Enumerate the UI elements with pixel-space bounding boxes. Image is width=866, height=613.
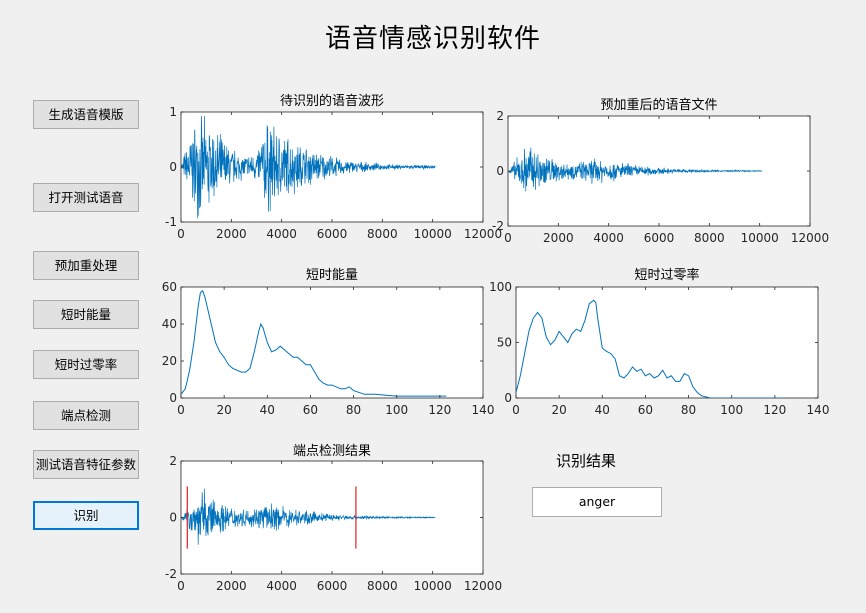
x-tick-label: 0 — [504, 231, 512, 245]
x-tick-label: 6000 — [317, 227, 348, 241]
series-line — [516, 299, 782, 398]
axes-frame — [180, 286, 484, 399]
result-field: anger — [532, 487, 662, 517]
x-tick-label: 8000 — [367, 579, 398, 593]
x-tick-label: 0 — [177, 579, 185, 593]
y-tick-label: 60 — [162, 280, 177, 294]
energy-plot: 0 20 40 60 80 100 120 140 0 20 40 60 — [162, 280, 495, 417]
x-tick-label: 4000 — [593, 231, 624, 245]
x-tick-label: 6000 — [644, 231, 675, 245]
x-tick-label: 10000 — [414, 227, 452, 241]
x-tick-label: 20 — [217, 403, 232, 417]
axes-frame — [515, 286, 819, 399]
x-tick-label: 4000 — [266, 579, 297, 593]
y-tick-label: 40 — [162, 317, 177, 331]
signal-line — [508, 147, 763, 192]
generate-template-button[interactable]: 生成语音模版 — [33, 100, 139, 129]
result-label: 识别结果 — [556, 452, 617, 470]
x-tick-label: 12000 — [464, 227, 502, 241]
waveform-plot-title: 待识别的语音波形 — [279, 94, 384, 109]
y-tick-label: -1 — [165, 215, 177, 229]
y-tick-label: 20 — [162, 354, 177, 368]
x-tick-label: 100 — [385, 403, 408, 417]
energy-plot-title: 短时能量 — [305, 268, 358, 283]
x-tick-label: 80 — [681, 403, 696, 417]
window-title: 语音情感识别软件 — [324, 24, 541, 54]
x-tick-label: 0 — [177, 227, 185, 241]
x-tick-label: 2000 — [216, 227, 247, 241]
zero-crossing-rate-button[interactable]: 短时过零率 — [33, 350, 139, 379]
y-tick-label: 0 — [169, 511, 177, 525]
y-tick-label: 100 — [489, 280, 512, 294]
recognize-button[interactable]: 识别 — [33, 501, 139, 530]
zcr-plot: 0 20 40 60 80 100 120 140 0 50 100 — [489, 280, 829, 417]
x-tick-label: 60 — [638, 403, 653, 417]
x-tick-label: 8000 — [694, 231, 725, 245]
x-tick-label: 6000 — [317, 579, 348, 593]
x-tick-label: 8000 — [367, 227, 398, 241]
short-time-energy-button[interactable]: 短时能量 — [33, 300, 139, 329]
x-tick-label: 140 — [807, 403, 830, 417]
x-tick-label: 40 — [595, 403, 610, 417]
signal-line — [181, 488, 436, 545]
x-tick-label: 120 — [428, 403, 451, 417]
signal-line — [181, 115, 436, 219]
x-tick-label: 2000 — [216, 579, 247, 593]
x-tick-label: 0 — [512, 403, 520, 417]
y-tick-label: 1 — [169, 105, 177, 119]
x-tick-label: 0 — [177, 403, 185, 417]
y-tick-label: 0 — [169, 160, 177, 174]
x-tick-label: 60 — [303, 403, 318, 417]
y-tick-label: 0 — [504, 391, 512, 405]
x-tick-label: 10000 — [414, 579, 452, 593]
endpoint-plot-title: 端点检测结果 — [292, 444, 371, 459]
x-tick-label: 80 — [346, 403, 361, 417]
x-tick-label: 100 — [720, 403, 743, 417]
x-tick-label: 10000 — [741, 231, 779, 245]
open-test-audio-button[interactable]: 打开测试语音 — [33, 183, 139, 212]
x-tick-label: 20 — [552, 403, 567, 417]
preemphasis-button[interactable]: 预加重处理 — [33, 251, 139, 280]
y-tick-label: 0 — [496, 164, 504, 178]
endpoint-detection-button[interactable]: 端点检测 — [33, 401, 139, 430]
x-tick-label: 12000 — [464, 579, 502, 593]
endpoint-plot: 0 2000 4000 6000 8000 10000 12000-202 — [165, 454, 502, 593]
y-tick-label: 50 — [497, 336, 512, 350]
x-tick-label: 4000 — [266, 227, 297, 241]
y-tick-label: -2 — [492, 219, 504, 233]
x-tick-label: 12000 — [791, 231, 829, 245]
x-tick-label: 140 — [472, 403, 495, 417]
y-tick-label: 2 — [169, 454, 177, 468]
zcr-plot-title: 短时过零率 — [634, 268, 700, 283]
y-tick-label: 0 — [169, 391, 177, 405]
y-tick-label: -2 — [165, 567, 177, 581]
y-tick-label: 2 — [496, 109, 504, 123]
x-tick-label: 120 — [763, 403, 786, 417]
preemphasis-plot-title: 预加重后的语音文件 — [600, 98, 718, 113]
x-tick-label: 40 — [260, 403, 275, 417]
test-features-button[interactable]: 测试语音特征参数 — [33, 450, 139, 479]
x-tick-label: 2000 — [543, 231, 574, 245]
waveform-plot: 0 2000 4000 6000 8000 10000 12000-101 — [165, 105, 502, 241]
series-line — [181, 289, 447, 397]
preemphasis-plot: 0 2000 4000 6000 8000 10000 12000-202 — [492, 109, 829, 245]
